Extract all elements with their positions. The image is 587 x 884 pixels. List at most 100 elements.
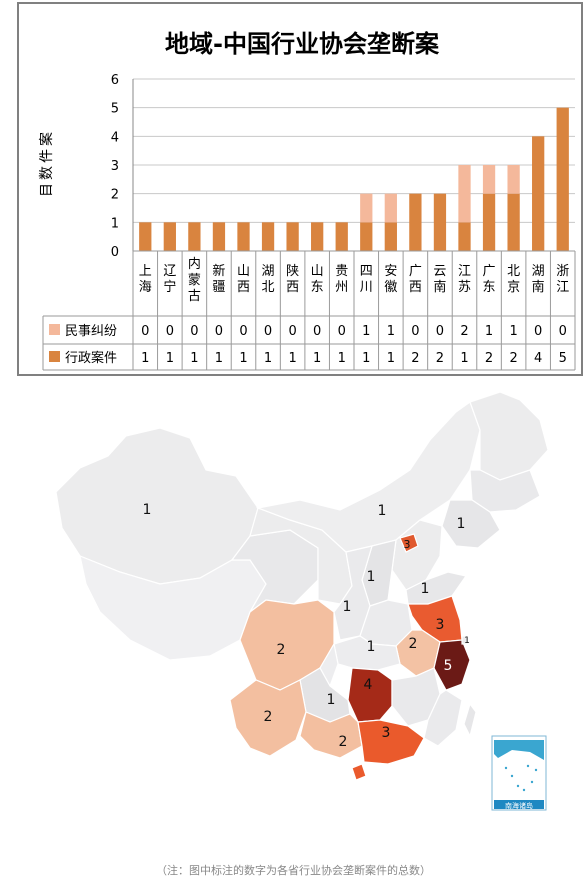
table-value: 4 (534, 351, 542, 366)
table-value: 1 (239, 351, 247, 366)
table-value: 2 (460, 324, 468, 339)
y-tick-label: 6 (111, 73, 119, 88)
category-label: 京 (507, 280, 520, 295)
table-value: 2 (411, 351, 419, 366)
bar-admin (311, 222, 324, 251)
footnote: （注：图中标注的数字为各省行业协会垄断案件的总数） (156, 864, 431, 877)
y-tick-label: 0 (111, 245, 119, 260)
map-label-beijing: 3 (404, 538, 411, 551)
y-tick-labels: 0 1 2 3 4 5 6 (111, 73, 119, 260)
map-label-jilin: 1 (457, 516, 466, 532)
inset-water (494, 740, 544, 760)
data-table: 上海辽宁内蒙古新疆山西湖北陕西山东贵州四川安徽广西云南江苏广东北京湖南浙江民事纠… (42, 250, 576, 371)
table-value: 0 (436, 324, 444, 339)
category-label: 南 (433, 279, 446, 295)
table-value: 1 (288, 351, 296, 366)
category-label: 西 (409, 280, 422, 295)
bar-admin (139, 222, 152, 251)
map-label-zhejiang: 5 (444, 658, 453, 674)
y-axis-label-char: 件 (39, 149, 55, 163)
category-label: 东 (483, 280, 496, 295)
y-tick-label: 5 (111, 102, 119, 117)
table-value: 1 (190, 351, 198, 366)
category-label: 广 (409, 264, 422, 279)
legend-label: 民事纠纷 (65, 324, 117, 339)
bar-admin (335, 222, 348, 251)
y-tick-label: 1 (111, 216, 119, 231)
table-value: 0 (141, 324, 149, 339)
region-hubei (333, 635, 401, 671)
bar-admin (507, 193, 520, 251)
category-label: 东 (311, 280, 324, 295)
category-label: 陕 (286, 264, 299, 279)
region-guangdong (357, 719, 425, 765)
category-label: 疆 (212, 280, 225, 295)
bar-civil (384, 193, 397, 223)
table-value: 0 (338, 324, 346, 339)
bar-admin (458, 222, 471, 251)
legend-label: 行政案件 (65, 351, 117, 366)
bar-admin (188, 222, 201, 251)
category-label: 蒙 (188, 273, 201, 288)
category-label: 上 (139, 264, 152, 279)
bar-admin (556, 107, 569, 252)
category-label: 山 (237, 264, 250, 279)
category-label: 辽 (163, 264, 176, 279)
bar-admin (237, 222, 250, 251)
table-value: 0 (166, 324, 174, 339)
table-value: 1 (264, 351, 272, 366)
table-value: 1 (166, 351, 174, 366)
table-value: 0 (313, 324, 321, 339)
region-shaanxi (333, 545, 373, 641)
category-label: 海 (139, 280, 152, 295)
bar-admin (163, 222, 176, 251)
table-value: 0 (215, 324, 223, 339)
map-label-hunan: 4 (364, 677, 373, 693)
table-value: 0 (411, 324, 419, 339)
table-value: 0 (264, 324, 272, 339)
category-label: 云 (433, 264, 446, 279)
map-label-guizhou: 1 (327, 692, 336, 708)
category-label: 苏 (458, 279, 471, 295)
table-value: 1 (460, 351, 468, 366)
map-label-shandong: 1 (421, 581, 430, 597)
region-taiwan (463, 702, 477, 738)
table-value: 1 (313, 351, 321, 366)
category-label: 古 (188, 289, 201, 304)
bar-admin (384, 222, 397, 251)
category-label: 北 (507, 264, 520, 279)
category-label: 内 (188, 256, 201, 272)
map-label-xinjiang: 1 (143, 502, 152, 518)
map-label-jiangsu: 3 (436, 617, 445, 633)
table-value: 2 (436, 351, 444, 366)
inset-caption: 南海诸岛 (505, 801, 533, 810)
bars (139, 107, 569, 252)
region-heilongjiang (469, 391, 549, 481)
map-label-guangdong: 3 (382, 725, 391, 741)
chart-title: 地域-中国行业协会垄断案 (165, 30, 440, 58)
region-hunan (347, 667, 393, 723)
map-label-sichuan: 2 (277, 642, 286, 658)
grid-lines (132, 78, 575, 252)
table-value: 1 (338, 351, 346, 366)
region-hainan (351, 763, 367, 781)
map-label-anhui: 2 (409, 636, 418, 652)
category-label: 川 (360, 280, 373, 295)
table-value: 0 (534, 324, 542, 339)
map-label-shaanxi: 1 (343, 599, 352, 615)
region-liaoning (441, 499, 501, 549)
category-label: 西 (286, 280, 299, 295)
category-label: 安 (384, 264, 397, 279)
table-value: 0 (288, 324, 296, 339)
map-label-yunnan: 2 (264, 709, 273, 725)
table-value: 5 (559, 351, 567, 366)
bar-civil (507, 165, 520, 194)
map-label-hubei: 1 (367, 639, 376, 655)
category-label: 湖 (262, 264, 275, 279)
bar-admin (433, 193, 447, 251)
category-label: 宁 (163, 279, 176, 295)
inset-caption-bg (494, 800, 544, 809)
bar-admin (409, 193, 422, 251)
